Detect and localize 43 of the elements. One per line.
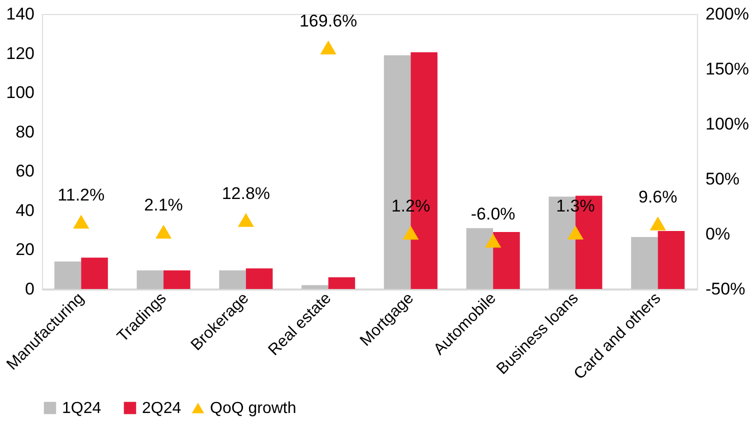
y2-tick-label: 50% bbox=[706, 170, 740, 188]
data-label: 169.6% bbox=[299, 11, 358, 30]
data-label: 11.2% bbox=[58, 186, 105, 205]
bar bbox=[658, 231, 685, 289]
data-label: -6.0% bbox=[470, 204, 516, 224]
y-tick-label: 20 bbox=[16, 240, 34, 260]
y-tick-label: 140 bbox=[6, 4, 34, 24]
point bbox=[238, 212, 254, 227]
y-tick-label: 80 bbox=[16, 122, 34, 142]
bar bbox=[493, 232, 520, 289]
y-tick-label: 100 bbox=[6, 83, 34, 102]
bar bbox=[219, 270, 246, 289]
bar bbox=[466, 228, 494, 289]
y2-tick-label: 0% bbox=[706, 224, 730, 244]
point bbox=[402, 226, 419, 240]
bar bbox=[631, 236, 658, 289]
bar bbox=[54, 262, 82, 289]
point bbox=[567, 226, 584, 240]
bar bbox=[81, 258, 108, 289]
bar bbox=[164, 270, 190, 289]
data-label: 9.6% bbox=[638, 187, 678, 206]
y-tick-label: 0 bbox=[25, 280, 34, 298]
point bbox=[73, 214, 90, 229]
y2-tick-label: 100% bbox=[706, 114, 749, 134]
point bbox=[155, 224, 172, 239]
point bbox=[320, 40, 336, 54]
data-label: 2.1% bbox=[144, 196, 183, 215]
bar bbox=[246, 268, 273, 289]
legend-label: 1Q24 bbox=[62, 400, 102, 417]
y2-tick-label: -50% bbox=[706, 280, 746, 298]
bar bbox=[136, 270, 164, 289]
point bbox=[485, 234, 502, 248]
y-tick-label: 40 bbox=[16, 200, 34, 220]
y-tick-label: 60 bbox=[16, 162, 34, 181]
y-tick-label: 120 bbox=[6, 44, 34, 63]
bar bbox=[328, 277, 356, 289]
y2-tick-label: 150% bbox=[706, 60, 749, 78]
data-label: 12.8% bbox=[222, 184, 270, 203]
point bbox=[650, 216, 666, 230]
y2-tick-label: 200% bbox=[706, 4, 749, 24]
legend-label: 2Q24 bbox=[142, 400, 182, 417]
bar bbox=[302, 285, 328, 289]
legend-label: QoQ growth bbox=[210, 400, 296, 417]
